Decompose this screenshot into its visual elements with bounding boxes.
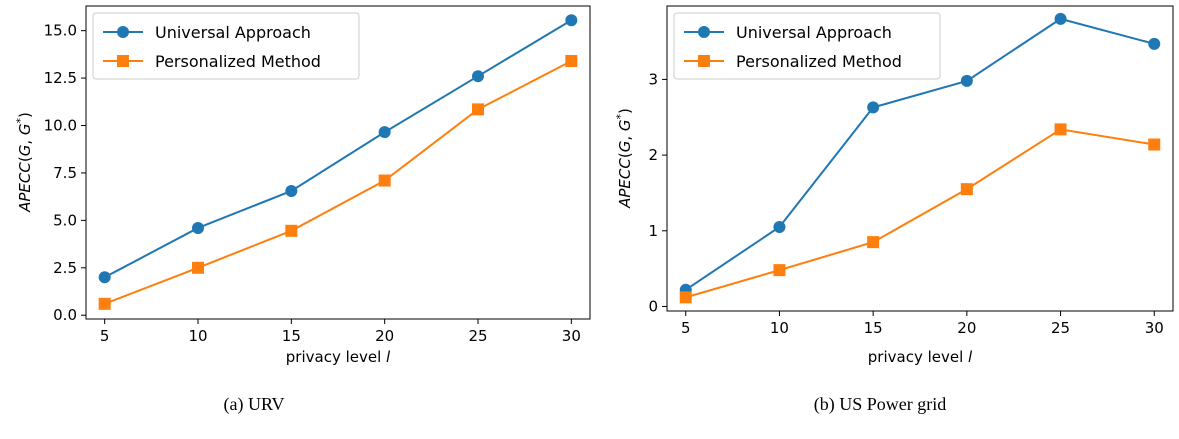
- x-tick-label: 5: [100, 327, 110, 345]
- x-axis-power-grid: 5 10 15 20 25 30: [681, 311, 1164, 337]
- y-axis-power-grid: 0 1 2 3: [648, 70, 667, 315]
- series-lines-power-grid: [679, 12, 1161, 304]
- data-point-universal: [192, 221, 204, 234]
- legend-marker-personalized: [117, 55, 129, 67]
- data-point-universal: [960, 74, 973, 87]
- chart-power-grid: 5 10 15 20 25 30 0 1 2 3 privacy level l APECC(G…: [614, 5, 1174, 415]
- legend-marker-personalized: [698, 55, 710, 67]
- legend-power-grid: Universal Approach Personalized Method: [673, 12, 941, 80]
- legend-label: Universal Approach: [736, 23, 892, 42]
- x-tick-label: 30: [562, 327, 581, 345]
- y-tick-label: 1: [648, 222, 658, 240]
- data-point-personalized: [565, 55, 578, 68]
- y-axis-label-power-grid: APECC(G, G*): [614, 108, 635, 209]
- data-point-universal: [773, 220, 786, 233]
- x-tick-label: 15: [282, 327, 301, 345]
- legend-label: Universal Approach: [155, 23, 311, 42]
- data-point-personalized: [378, 174, 391, 187]
- x-tick-label: 20: [957, 319, 976, 337]
- data-point-universal: [1054, 12, 1067, 25]
- data-point-universal: [565, 14, 578, 27]
- x-tick-label: 10: [188, 327, 207, 345]
- y-tick-label: 2: [648, 146, 658, 164]
- x-tick-label: 5: [681, 319, 691, 337]
- x-axis-label-urv: privacy level l: [286, 348, 391, 366]
- series-lines-urv: [98, 14, 578, 310]
- x-tick-label: 15: [864, 319, 883, 337]
- data-point-personalized: [960, 183, 973, 196]
- data-point-personalized: [285, 224, 298, 237]
- data-point-universal: [98, 271, 111, 284]
- data-point-personalized: [1054, 123, 1067, 136]
- legend-urv: Universal Approach Personalized Method: [92, 12, 360, 80]
- series-line-universal: [104, 19, 572, 279]
- data-point-personalized: [472, 103, 484, 116]
- y-tick-label: 3: [648, 70, 658, 88]
- data-point-universal: [867, 101, 880, 114]
- series-line-personalized: [685, 128, 1155, 299]
- data-point-personalized: [679, 291, 692, 304]
- y-tick-label: 5.0: [53, 211, 77, 229]
- data-point-universal: [472, 70, 484, 83]
- y-tick-label: 0: [648, 297, 658, 315]
- y-tick-label: 15.0: [44, 22, 77, 40]
- series-line-universal: [685, 17, 1155, 291]
- x-tick-label: 25: [468, 327, 487, 345]
- caption-power-grid: (b) US Power grid: [814, 394, 947, 415]
- y-axis-urv: 0.0 2.5 5.0 7.5 10.0 12.5 15.0: [44, 22, 86, 324]
- x-tick-label: 30: [1145, 319, 1164, 337]
- y-tick-label: 10.0: [44, 117, 77, 135]
- y-tick-label: 0.0: [53, 306, 77, 324]
- series-line-personalized: [104, 60, 572, 305]
- y-tick-label: 7.5: [53, 164, 77, 182]
- data-point-personalized: [98, 297, 111, 310]
- chart-urv: 5 10 15 20 25 30 0.0 2.5 5.0 7.5 10.0 12.5 15.0 pri…: [14, 5, 591, 415]
- data-point-personalized: [1148, 138, 1161, 151]
- legend-marker-universal: [698, 26, 710, 38]
- legend-label: Personalized Method: [736, 52, 902, 71]
- data-point-personalized: [192, 261, 204, 274]
- x-tick-label: 20: [375, 327, 394, 345]
- data-point-personalized: [867, 236, 880, 249]
- legend-marker-universal: [117, 26, 129, 38]
- legend-frame: [673, 12, 941, 80]
- caption-urv: (a) URV: [223, 394, 284, 415]
- legend-label: Personalized Method: [155, 52, 321, 71]
- y-tick-label: 12.5: [44, 69, 77, 87]
- x-axis-urv: 5 10 15 20 25 30: [100, 319, 581, 345]
- y-tick-label: 2.5: [53, 259, 77, 277]
- x-axis-label-power-grid: privacy level l: [868, 348, 973, 366]
- y-axis-label-urv: APECC(G, G*): [14, 112, 35, 213]
- data-point-personalized: [773, 264, 786, 277]
- data-point-universal: [285, 184, 298, 197]
- data-point-universal: [378, 126, 391, 139]
- x-tick-label: 10: [770, 319, 789, 337]
- legend-frame: [92, 12, 360, 80]
- x-tick-label: 25: [1051, 319, 1070, 337]
- data-point-universal: [1148, 37, 1161, 50]
